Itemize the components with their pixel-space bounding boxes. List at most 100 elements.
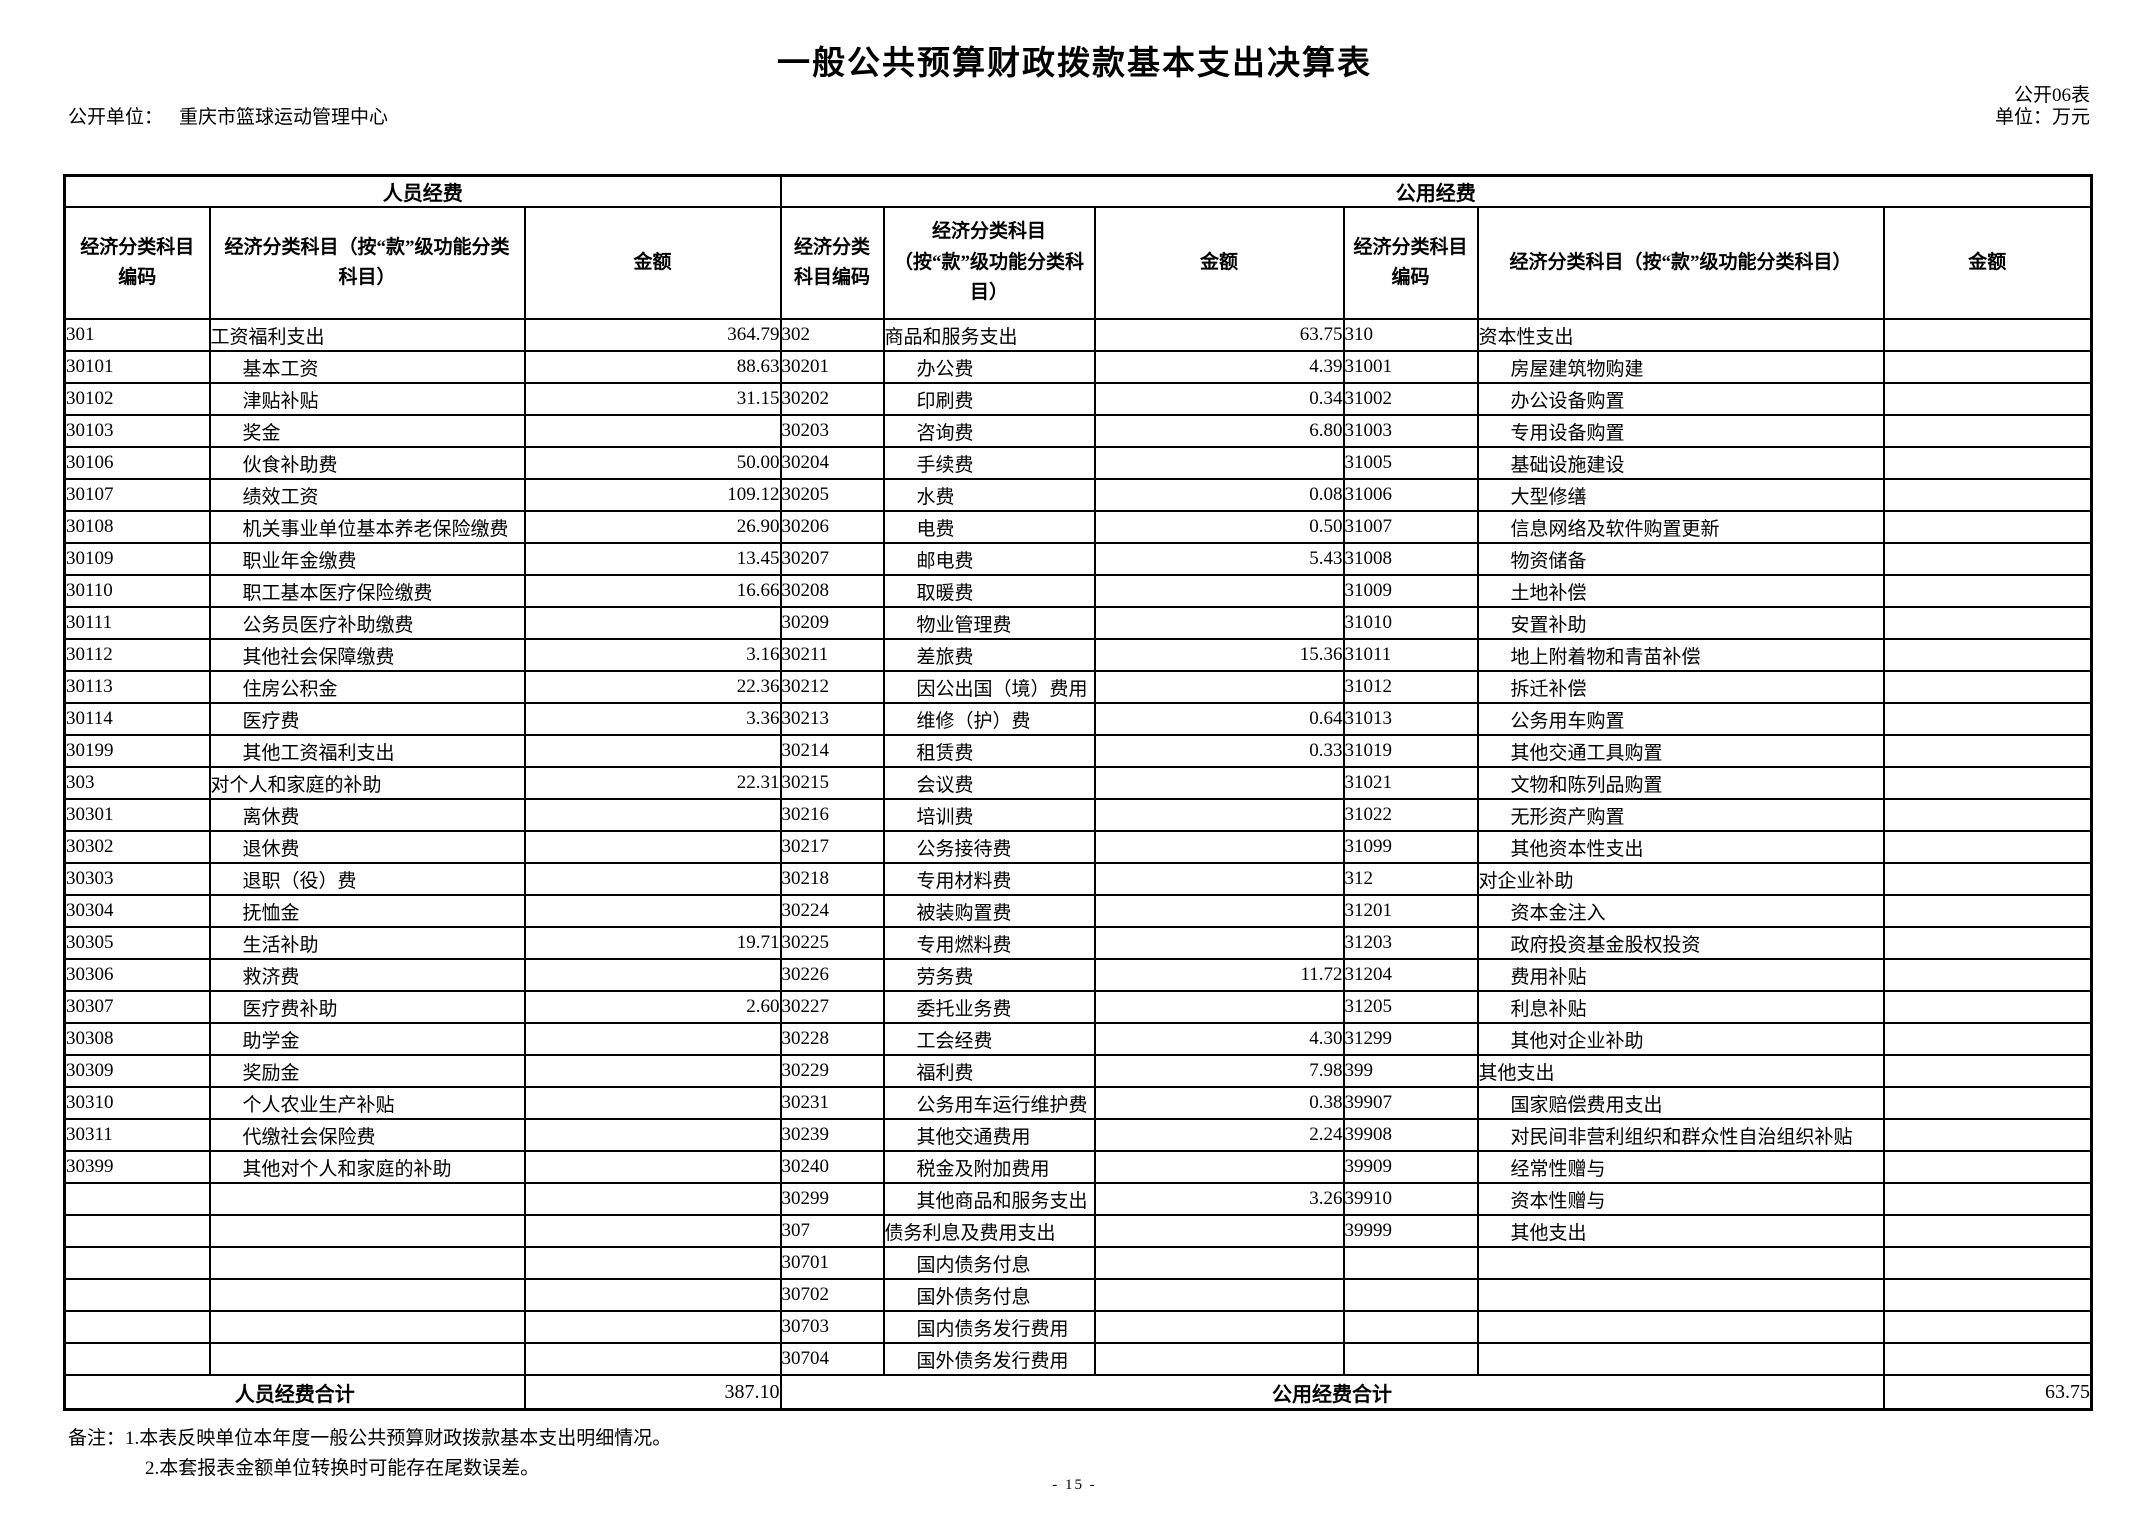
subject-cell: 土地补偿 — [1476, 574, 1885, 608]
subject-cell: 培训费 — [882, 798, 1096, 832]
amount-cell — [523, 862, 782, 896]
amount-cell — [1882, 638, 2093, 672]
subject-cell — [208, 1246, 526, 1280]
subject-cell: 伙食补助费 — [208, 446, 526, 480]
code-cell: 30399 — [63, 1150, 211, 1184]
amount-cell — [1882, 1150, 2093, 1184]
subject-cell: 奖金 — [208, 414, 526, 448]
code-cell: 31204 — [1342, 958, 1479, 992]
subject-cell: 费用补贴 — [1476, 958, 1885, 992]
col-header-amount-3: 金额 — [1882, 206, 2093, 320]
amount-cell — [1093, 766, 1345, 800]
code-cell: 30213 — [779, 702, 885, 736]
subject-cell: 安置补助 — [1476, 606, 1885, 640]
code-cell: 31011 — [1342, 638, 1479, 672]
code-cell: 30227 — [779, 990, 885, 1024]
amount-cell — [1093, 798, 1345, 832]
subject-cell — [208, 1182, 526, 1216]
table-row: 301 工资福利支出 364.79 302 商品和服务支出 63.75 310 资本性支出 — [63, 318, 2093, 352]
amount-cell — [523, 958, 782, 992]
amount-cell: 2.60 — [523, 990, 782, 1024]
table-row: 30106 伙食补助费 50.00 30204 手续费 31005 基础设施建设 — [63, 446, 2093, 480]
amount-cell — [1093, 1310, 1345, 1344]
code-cell — [63, 1342, 211, 1376]
code-cell: 30240 — [779, 1150, 885, 1184]
amount-cell — [523, 1182, 782, 1216]
subject-cell: 其他对个人和家庭的补助 — [208, 1150, 526, 1184]
amount-cell — [1882, 382, 2093, 416]
table-row: 30199 其他工资福利支出 30214 租赁费 0.33 31019 其他交通工具购置 — [63, 734, 2093, 768]
table-row: 30701 国内债务付息 — [63, 1246, 2093, 1280]
amount-cell: 0.50 — [1093, 510, 1345, 544]
subject-cell: 基础设施建设 — [1476, 446, 1885, 480]
code-cell: 30204 — [779, 446, 885, 480]
amount-cell — [1882, 510, 2093, 544]
code-cell: 30107 — [63, 478, 211, 512]
code-cell — [63, 1182, 211, 1216]
code-cell: 30701 — [779, 1246, 885, 1280]
table-row: 30109 职业年金缴费 13.45 30207 邮电费 5.43 31008 物资储备 — [63, 542, 2093, 576]
amount-cell — [1093, 574, 1345, 608]
code-cell: 30307 — [63, 990, 211, 1024]
code-cell: 30301 — [63, 798, 211, 832]
code-cell: 30239 — [779, 1118, 885, 1152]
page-title: 一般公共预算财政拨款基本支出决算表 — [777, 46, 1372, 82]
amount-cell: 63.75 — [1093, 318, 1345, 352]
code-cell: 31009 — [1342, 574, 1479, 608]
amount-cell — [523, 830, 782, 864]
code-cell — [1342, 1342, 1479, 1376]
amount-cell — [1882, 1246, 2093, 1280]
subject-cell: 房屋建筑物购建 — [1476, 350, 1885, 384]
amount-cell — [523, 798, 782, 832]
amount-cell: 4.30 — [1093, 1022, 1345, 1056]
amount-cell — [1882, 798, 2093, 832]
subject-cell: 资本性支出 — [1476, 318, 1885, 352]
code-cell: 30703 — [779, 1310, 885, 1344]
code-cell: 30704 — [779, 1342, 885, 1376]
code-cell: 30103 — [63, 414, 211, 448]
amount-cell — [1093, 1246, 1345, 1280]
code-cell: 30311 — [63, 1118, 211, 1152]
code-cell: 30114 — [63, 702, 211, 736]
personnel-total-label: 人员经费合计 — [63, 1374, 526, 1411]
code-cell — [63, 1214, 211, 1248]
amount-cell — [1882, 446, 2093, 480]
amount-cell: 6.80 — [1093, 414, 1345, 448]
subject-cell: 国外债务付息 — [882, 1278, 1096, 1312]
subject-cell: 维修（护）费 — [882, 702, 1096, 736]
subject-cell: 办公设备购置 — [1476, 382, 1885, 416]
table-row: 30301 离休费 30216 培训费 31022 无形资产购置 — [63, 798, 2093, 832]
amount-cell — [1882, 1054, 2093, 1088]
subject-cell: 其他工资福利支出 — [208, 734, 526, 768]
code-cell: 30108 — [63, 510, 211, 544]
amount-cell — [523, 606, 782, 640]
amount-cell — [1093, 830, 1345, 864]
subject-cell: 公务用车购置 — [1476, 702, 1885, 736]
table-row: 30306 救济费 30226 劳务费 11.72 31204 费用补贴 — [63, 958, 2093, 992]
amount-cell: 0.38 — [1093, 1086, 1345, 1120]
subject-cell: 咨询费 — [882, 414, 1096, 448]
amount-cell — [1882, 862, 2093, 896]
code-cell: 39999 — [1342, 1214, 1479, 1248]
amount-cell — [1882, 670, 2093, 704]
code-cell: 30305 — [63, 926, 211, 960]
code-cell: 307 — [779, 1214, 885, 1248]
subject-cell: 被装购置费 — [882, 894, 1096, 928]
code-cell: 30109 — [63, 542, 211, 576]
subject-cell: 其他商品和服务支出 — [882, 1182, 1096, 1216]
code-cell: 30229 — [779, 1054, 885, 1088]
subject-cell: 劳务费 — [882, 958, 1096, 992]
amount-cell — [1882, 606, 2093, 640]
amount-cell: 2.24 — [1093, 1118, 1345, 1152]
table-row: 30702 国外债务付息 — [63, 1278, 2093, 1312]
code-cell: 31201 — [1342, 894, 1479, 928]
subject-cell: 对个人和家庭的补助 — [208, 766, 526, 800]
amount-cell — [1093, 446, 1345, 480]
subject-cell: 代缴社会保险费 — [208, 1118, 526, 1152]
subject-cell: 工会经费 — [882, 1022, 1096, 1056]
code-cell: 30203 — [779, 414, 885, 448]
code-cell: 31007 — [1342, 510, 1479, 544]
code-cell: 30102 — [63, 382, 211, 416]
subject-cell: 物业管理费 — [882, 606, 1096, 640]
amount-cell — [523, 1022, 782, 1056]
